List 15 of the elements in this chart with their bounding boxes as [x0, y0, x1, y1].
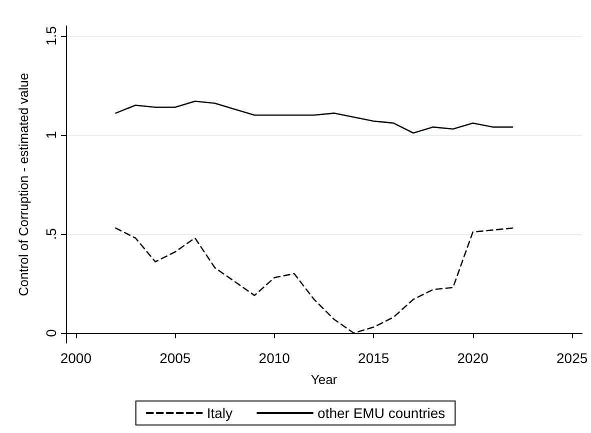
legend-label: other EMU countries — [318, 405, 446, 421]
x-tick-label: 2025 — [556, 350, 588, 366]
y-tick-label: 1.5 — [43, 26, 59, 46]
x-tick-label: 2000 — [60, 350, 92, 366]
x-tick-label: 2005 — [160, 350, 191, 366]
x-tick-label: 2020 — [457, 350, 489, 366]
y-tick-label: 1 — [43, 130, 59, 139]
y-tick-label: 0 — [43, 328, 59, 337]
x-tick-label: 2015 — [358, 350, 390, 366]
y-axis-title: Control of Corruption - estimated value — [16, 72, 31, 296]
line-series — [114, 100, 514, 134]
x-axis-title: Year — [310, 372, 338, 387]
y-tick-label: .5 — [43, 228, 59, 240]
x-tick-label: 2010 — [258, 350, 290, 366]
legend-label: Italy — [206, 405, 233, 421]
